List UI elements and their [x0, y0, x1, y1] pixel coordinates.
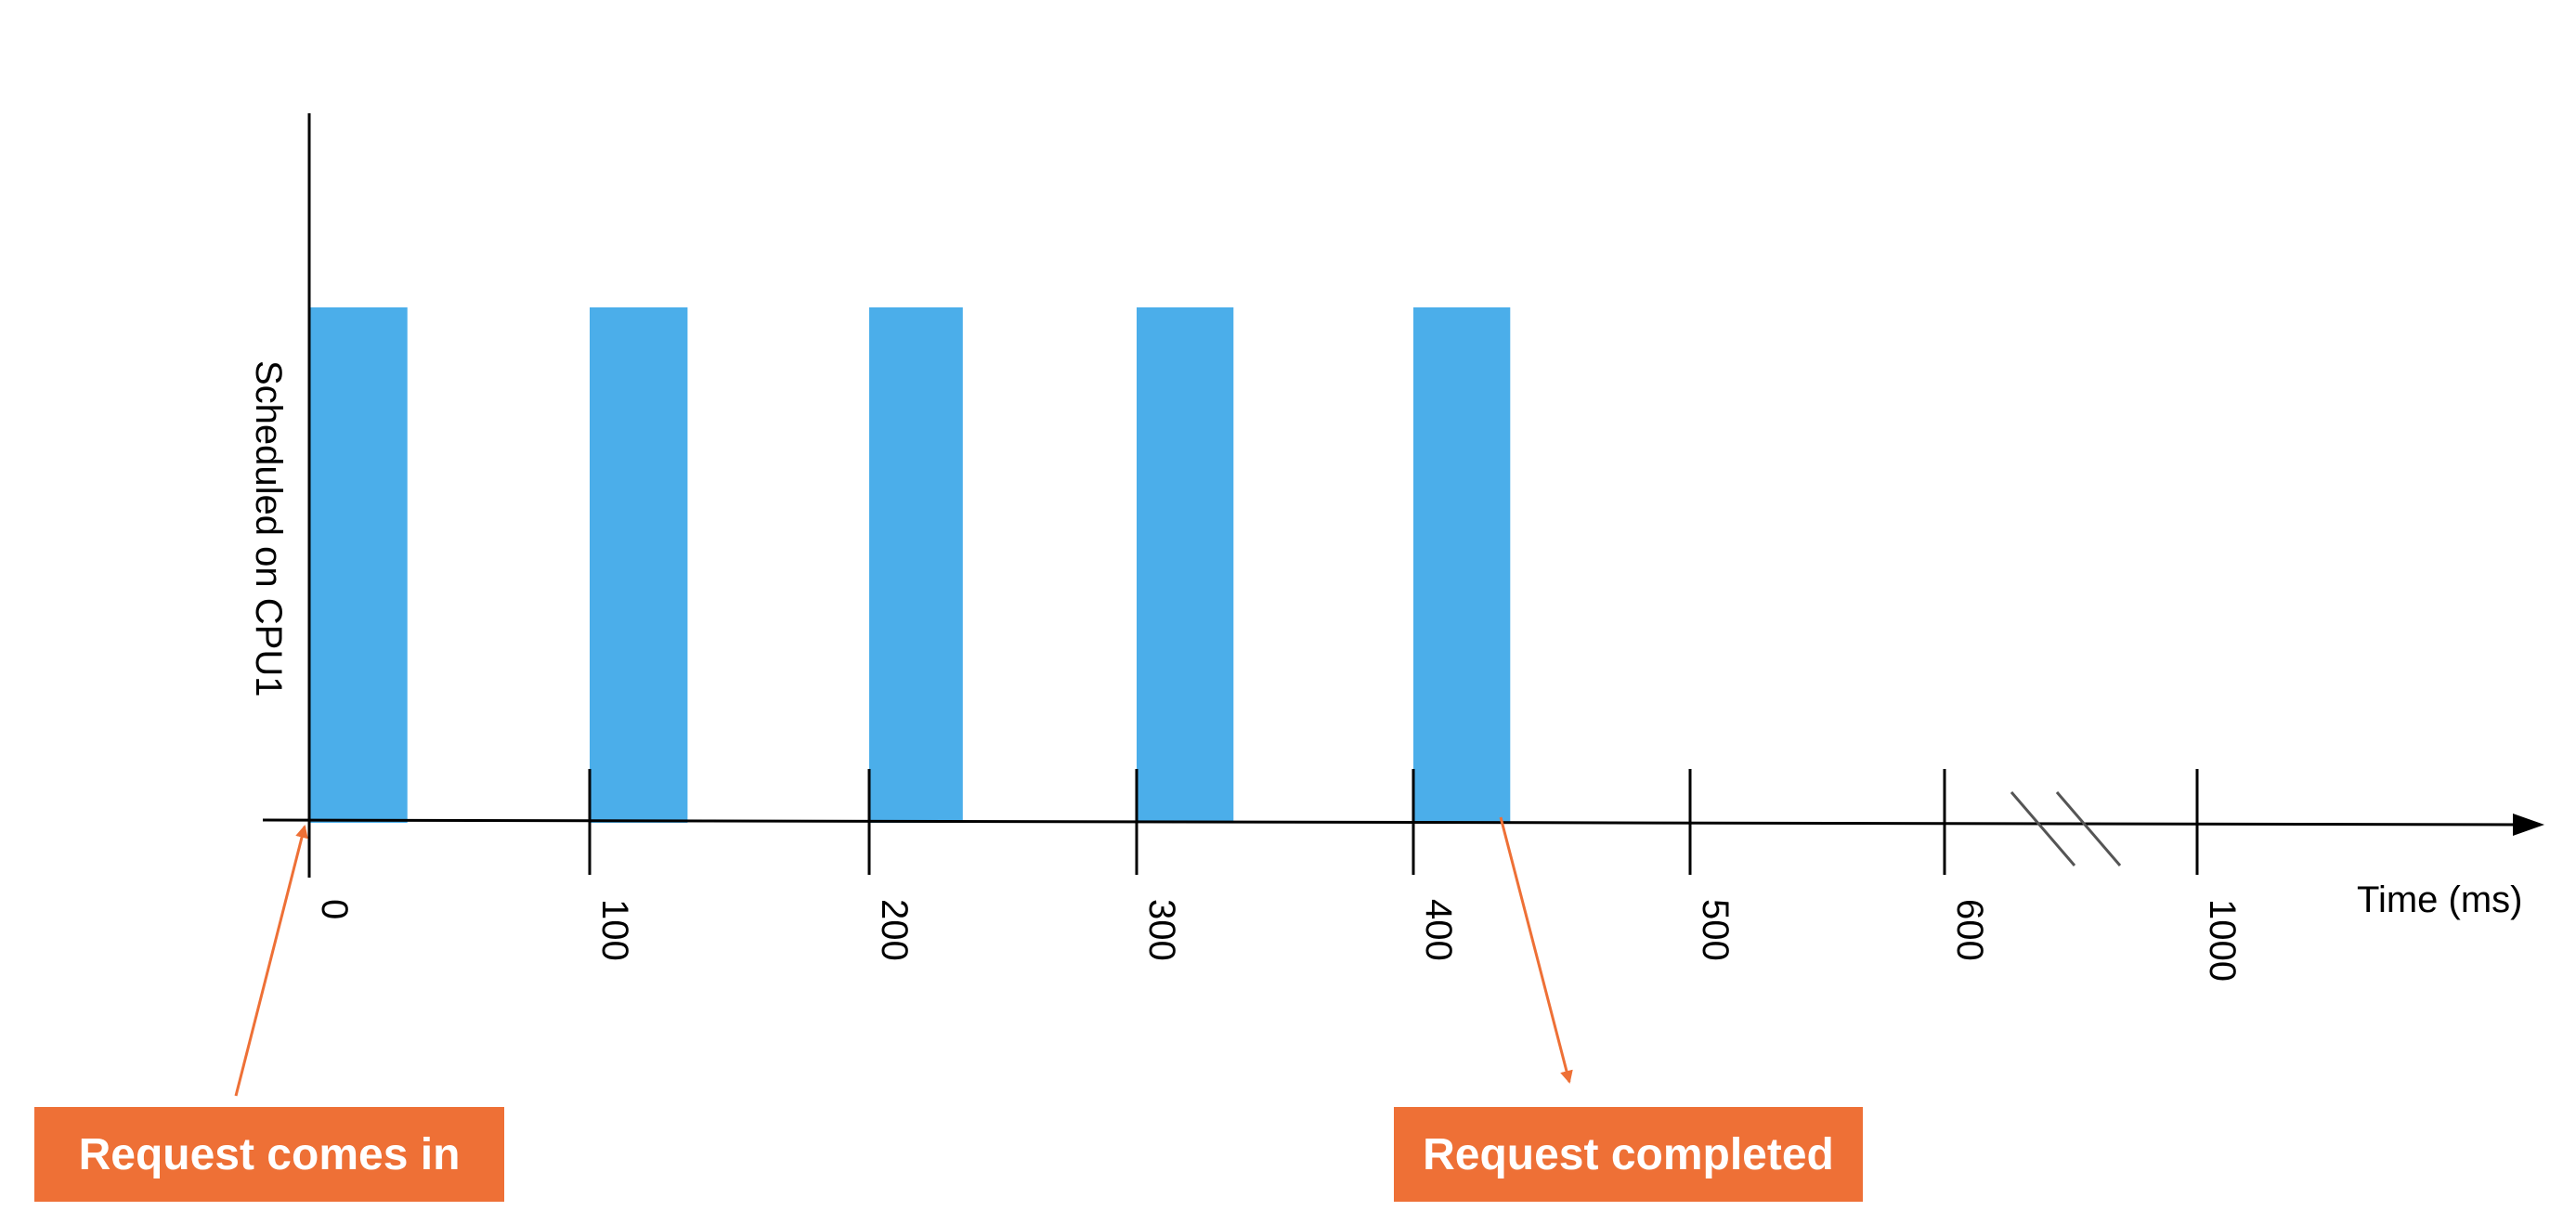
x-tick-label-300: 300 — [1141, 899, 1182, 961]
request-completed-callout: Request completed — [1394, 1107, 1863, 1202]
axis-break-slash-1 — [2010, 791, 2076, 866]
labels-layer: Scheduled on CPU1 Time (ms) — [248, 360, 2522, 920]
x-axis-line — [262, 818, 2527, 827]
request-in-arrow — [234, 825, 308, 1097]
request-completed-arrow — [1499, 816, 1573, 1084]
axis-break-slash-2 — [2055, 791, 2122, 866]
x-tick-label-0: 0 — [314, 899, 355, 919]
ticks-layer: 0 100 200 300 400 500 600 1000 — [307, 769, 2243, 982]
request-comes-in-callout: Request comes in — [34, 1107, 504, 1202]
cpu-bar-1 — [590, 307, 688, 823]
cpu-bar-0 — [309, 307, 408, 823]
axis-layer — [262, 113, 2544, 866]
x-tick-label-500: 500 — [1695, 899, 1736, 961]
x-tick-label-200: 200 — [874, 899, 915, 961]
x-tick-label-1000: 1000 — [2202, 899, 2243, 982]
annotation-arrows — [234, 816, 1573, 1097]
x-tick-label-400: 400 — [1418, 899, 1459, 961]
y-axis-label: Scheduled on CPU1 — [248, 360, 289, 697]
x-tick-label-100: 100 — [594, 899, 635, 961]
x-axis-arrowhead — [2513, 814, 2544, 836]
cpu-bar-4 — [1413, 307, 1511, 823]
x-axis-label: Time (ms) — [2357, 879, 2522, 920]
x-tick-label-600: 600 — [1949, 899, 1990, 961]
cpu-bar-2 — [869, 307, 963, 823]
bars-layer — [309, 307, 1511, 823]
cpu-bar-3 — [1137, 307, 1234, 823]
